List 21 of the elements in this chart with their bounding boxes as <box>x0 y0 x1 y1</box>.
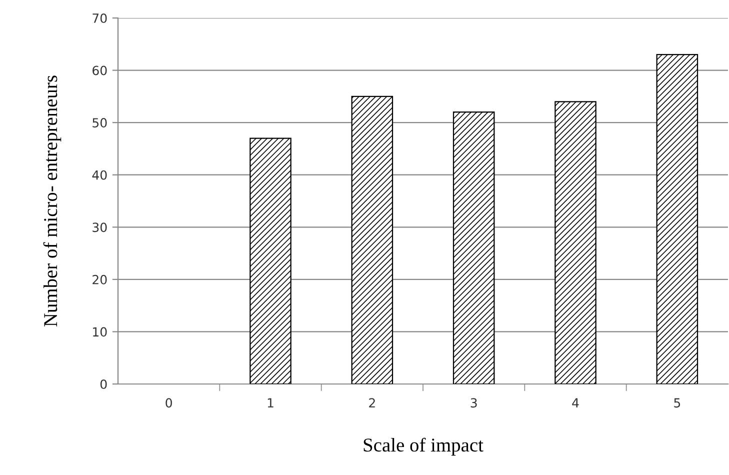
x-tick-label: 4 <box>572 398 579 408</box>
x-tick-label: 2 <box>369 398 375 408</box>
y-tick-label: 70 <box>92 13 107 23</box>
x-axis-title: Scale of impact <box>364 438 484 456</box>
y-tick-label: 60 <box>92 66 107 76</box>
y-tick-label: 50 <box>92 118 107 128</box>
y-tick-label: 40 <box>92 170 107 180</box>
bar <box>554 101 596 384</box>
bar <box>250 138 292 384</box>
y-tick-label: 20 <box>92 274 107 284</box>
bar <box>351 96 394 384</box>
x-tick-label: 3 <box>470 398 477 408</box>
bar <box>656 54 698 384</box>
y-tick-label: 30 <box>92 222 107 232</box>
y-axis-title: Number of micro- entrepreneurs <box>43 76 62 327</box>
x-tick-label: 1 <box>268 398 274 408</box>
x-tick-label: 0 <box>166 398 172 408</box>
x-tick-label: 5 <box>674 398 680 408</box>
bar <box>452 112 495 384</box>
y-tick-label: 10 <box>93 327 107 337</box>
y-tick-label: 0 <box>100 379 107 389</box>
